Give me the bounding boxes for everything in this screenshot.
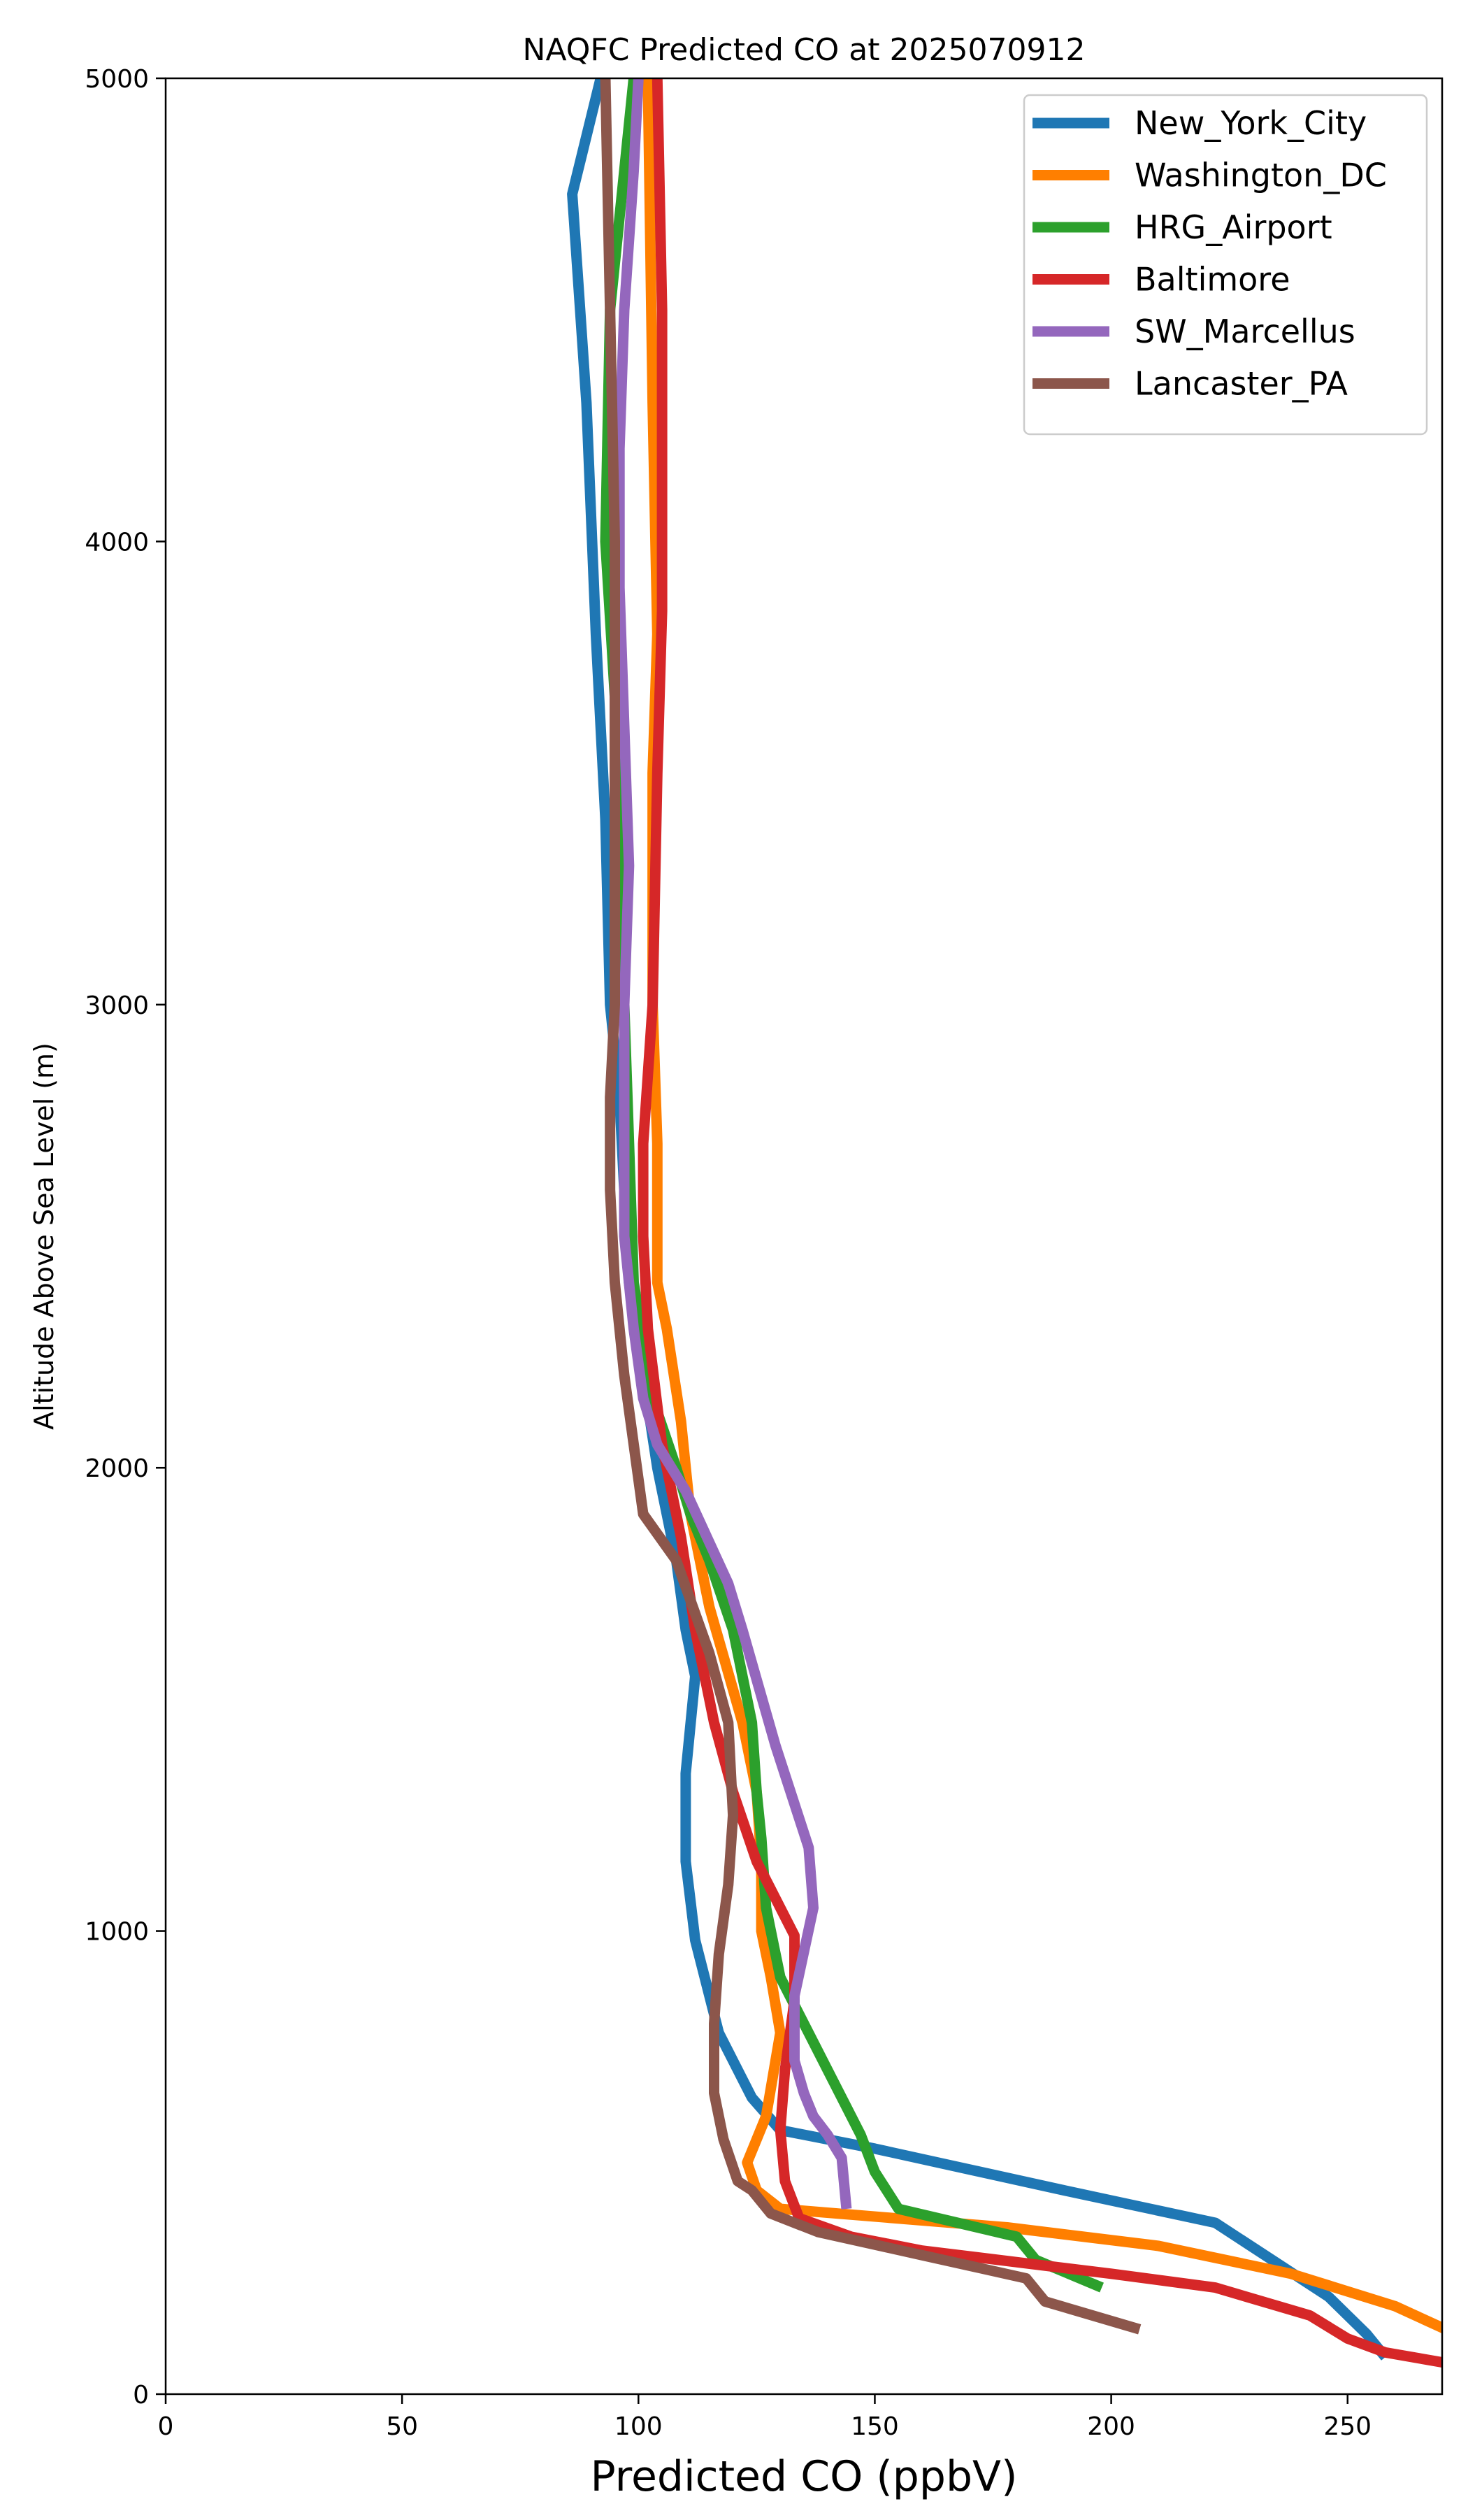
- y-tick-label: 4000: [85, 528, 149, 557]
- chart-title: NAQFC Predicted CO at 2025070912: [523, 32, 1086, 68]
- x-tick-label: 100: [614, 2412, 663, 2441]
- y-tick-label: 2000: [85, 1454, 149, 1483]
- x-tick-label: 50: [386, 2412, 418, 2441]
- legend-box: [1023, 94, 1428, 436]
- y-tick-label: 5000: [85, 65, 149, 94]
- y-axis: 0 1000 2000 3000 4000 5000: [85, 65, 166, 2410]
- x-tick-label: 0: [158, 2412, 174, 2441]
- legend-label: Baltimore: [1135, 261, 1290, 299]
- series-line-sw-marcellus: [614, 78, 852, 2210]
- legend-label: SW_Marcellus: [1135, 313, 1355, 350]
- x-axis-label: Predicted CO (ppbV): [590, 2452, 1017, 2501]
- series-line-baltimore: [638, 78, 1442, 2368]
- legend-label: New_York_City: [1135, 104, 1367, 142]
- legend-label: HRG_Airport: [1135, 208, 1332, 246]
- plot-area-background: [166, 78, 1442, 2394]
- y-tick-label: 1000: [85, 1918, 149, 1947]
- x-tick-label: 200: [1087, 2412, 1135, 2441]
- y-tick-label: 0: [133, 2381, 149, 2410]
- series-layer: [567, 78, 1442, 2368]
- series-line-lancaster-pa: [600, 78, 1142, 2335]
- x-tick-label: 150: [851, 2412, 899, 2441]
- legend-label: Lancaster_PA: [1135, 365, 1348, 403]
- plot-frame: [164, 77, 1444, 2396]
- legend: New_York_City Washington_DC HRG_Airport Bal…: [1023, 94, 1428, 436]
- legend-label: Washington_DC: [1135, 157, 1387, 194]
- x-tick-label: 250: [1323, 2412, 1372, 2441]
- y-axis-label: Altitude Above Sea Level (m): [29, 1043, 59, 1430]
- x-axis: 0 50 100 150 200 250: [158, 2394, 1372, 2441]
- series-line-new-york-city: [567, 78, 1390, 2361]
- y-tick-label: 3000: [85, 991, 149, 1020]
